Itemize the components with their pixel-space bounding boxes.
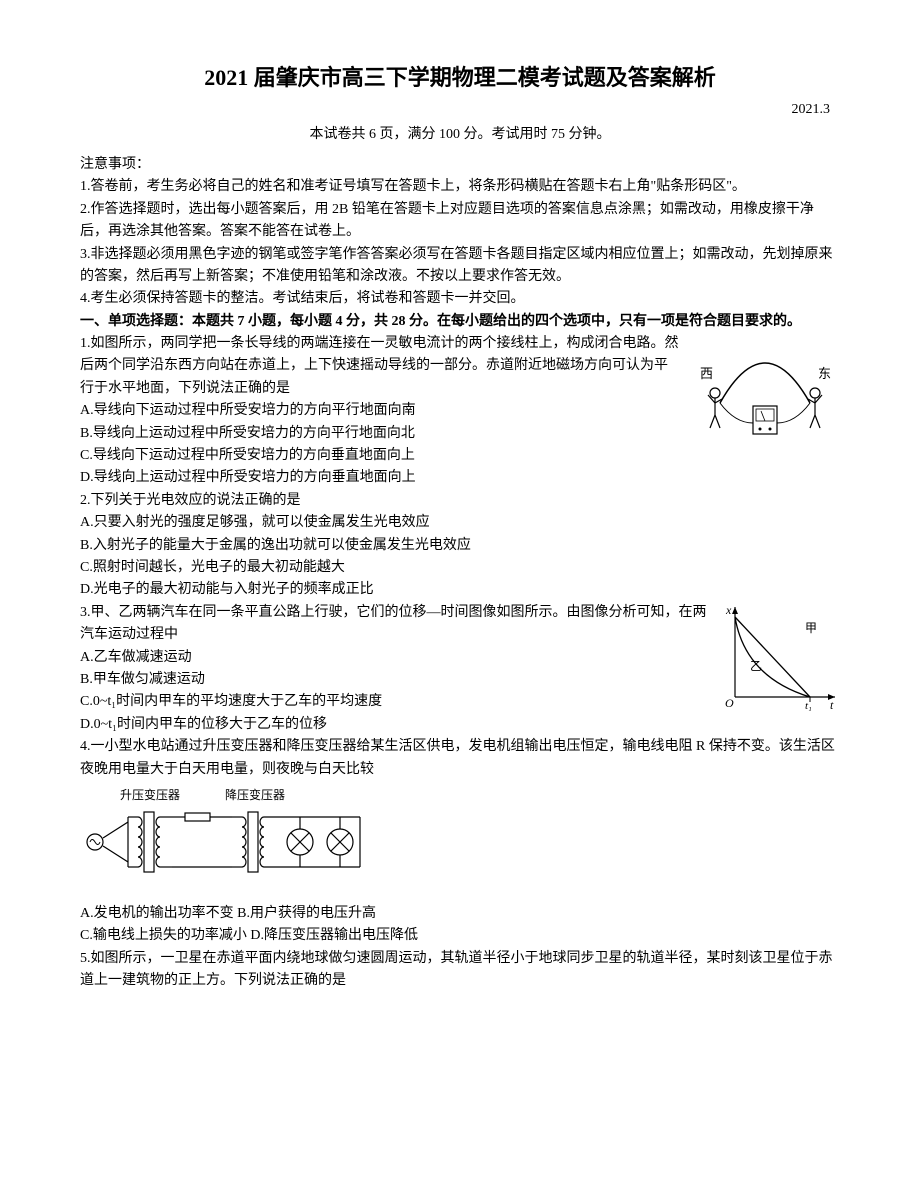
notice-head: 注意事项： (80, 154, 840, 176)
choice-label: A.发电机的输出功率不变 B.用户获得的电压升高 (80, 903, 840, 925)
section-heading: 一、单项选择题：本题共 7 小题，每小题 4 分，共 28 分。在每小题给出的四… (80, 311, 840, 333)
notice-item: 4.考生必须保持答题卡的整洁。考试结束后，将试卷和答题卡一并交回。 (80, 288, 840, 310)
choice-label: A.只要入射光的强度足够强，就可以使金属发生光电效应 (80, 512, 840, 534)
choice-label: D.光电子的最大初动能与入射光子的频率成正比 (80, 579, 840, 601)
notice-item: 1.答卷前，考生务必将自己的姓名和准考证号填写在答题卡上，将条形码横贴在答题卡右… (80, 176, 840, 198)
choice-label: C.导线向下运动过程中所受安培力的方向垂直地面向上 (80, 445, 680, 467)
q4-figure: 升压变压器 降压变压器 (80, 787, 840, 897)
q1-figure: 西 东 (690, 333, 840, 443)
choice-label: B.入射光子的能量大于金属的逸出功就可以使金属发生光电效应 (80, 535, 840, 557)
svg-text:降压变压器: 降压变压器 (225, 787, 285, 802)
question-1: 1.如图所示，两同学把一条长导线的两端连接在一灵敏电流计的两个接线柱上，构成闭合… (80, 333, 840, 490)
question-stem: 1.如图所示，两同学把一条长导线的两端连接在一灵敏电流计的两个接线柱上，构成闭合… (80, 333, 680, 400)
choice-label: D.0~t₁时间内甲车的位移大于乙车的位移 (80, 714, 710, 736)
question-3: 3.甲、乙两辆汽车在同一条平直公路上行驶，它们的位移—时间图像如图所示。由图像分… (80, 602, 840, 736)
svg-text:t₁: t₁ (805, 700, 812, 712)
choice-label: C.0~t₁时间内甲车的平均速度大于乙车的平均速度 (80, 691, 710, 713)
page-title: 2021 届肇庆市高三下学期物理二模考试题及答案解析 (80, 60, 840, 95)
notice-item: 3.非选择题必须用黑色字迹的钢笔或签字笔作答答案必须写在答题卡各题目指定区域内相… (80, 244, 840, 289)
question-stem: 4.一小型水电站通过升压变压器和降压变压器给某生活区供电，发电机组输出电压恒定，… (80, 736, 840, 781)
svg-text:甲: 甲 (805, 621, 817, 635)
svg-text:O: O (725, 696, 734, 710)
choice-label: C.输电线上损失的功率减小 D.降压变压器输出电压降低 (80, 925, 840, 947)
choice-label: A.导线向下运动过程中所受安培力的方向平行地面向南 (80, 400, 680, 422)
svg-text:x: x (725, 603, 732, 617)
question-stem: 2.下列关于光电效应的说法正确的是 (80, 490, 840, 512)
choice-label: C.照射时间越长，光电子的最大初动能越大 (80, 557, 840, 579)
exam-date: 2021.3 (80, 99, 840, 121)
svg-text:乙: 乙 (750, 659, 762, 673)
question-stem: 5.如图所示，一卫星在赤道平面内绕地球做匀速圆周运动，其轨道半径小于地球同步卫星… (80, 948, 840, 993)
choice-label: A.乙车做减速运动 (80, 647, 710, 669)
choice-label: B.甲车做匀减速运动 (80, 669, 710, 691)
svg-text:东: 东 (818, 366, 831, 381)
choice-label: D.导线向上运动过程中所受安培力的方向垂直地面向上 (80, 467, 680, 489)
notice-item: 2.作答选择题时，选出每小题答案后，用 2B 铅笔在答题卡上对应题目选项的答案信… (80, 199, 840, 244)
exam-subtitle: 本试卷共 6 页，满分 100 分。考试用时 75 分钟。 (80, 124, 840, 146)
choice-label: B.导线向上运动过程中所受安培力的方向平行地面向北 (80, 423, 680, 445)
svg-text:升压变压器: 升压变压器 (120, 787, 180, 802)
svg-text:t: t (830, 698, 834, 712)
svg-text:西: 西 (700, 366, 713, 381)
q3-figure: x 甲 乙 O t₁ t (720, 602, 840, 712)
question-stem: 3.甲、乙两辆汽车在同一条平直公路上行驶，它们的位移—时间图像如图所示。由图像分… (80, 602, 710, 647)
